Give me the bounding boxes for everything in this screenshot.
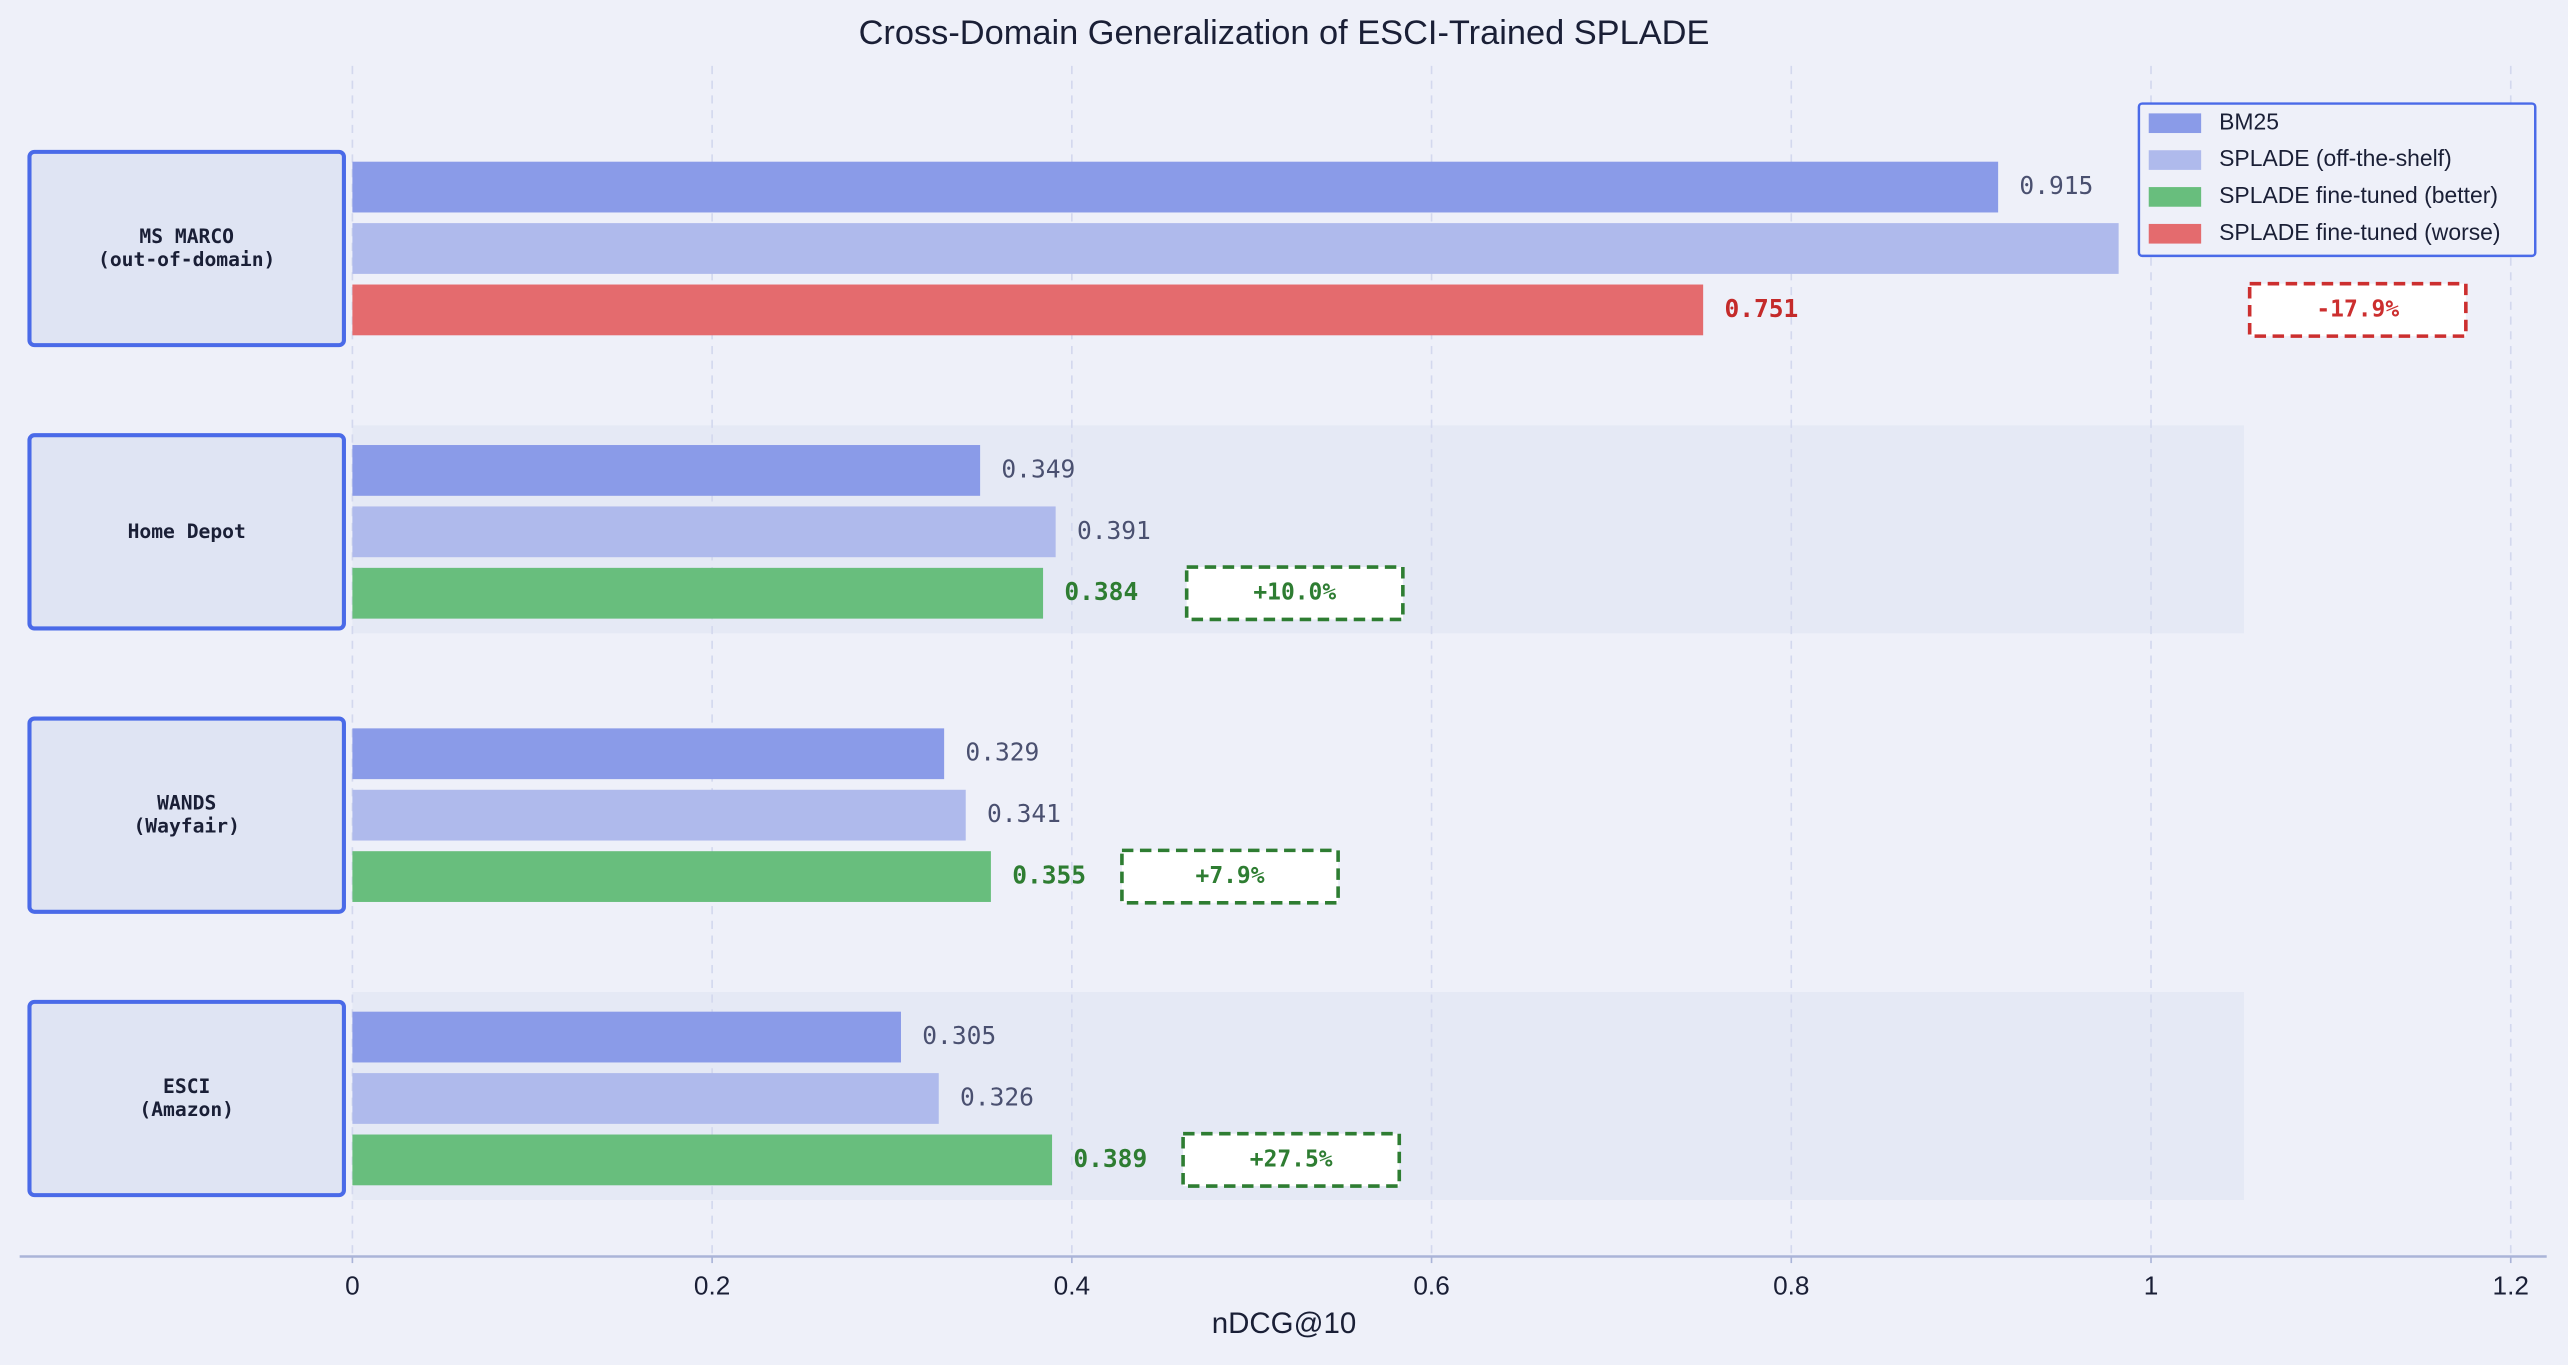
x-tick-label: 1.2 (2493, 1271, 2529, 1301)
bar (352, 728, 945, 780)
category-label: Home Depot (128, 519, 246, 542)
bar (352, 284, 1704, 336)
annotation-box (2247, 281, 2468, 338)
x-tick-label: 0.6 (1413, 1271, 1449, 1301)
legend-label: SPLADE fine-tuned (better) (2219, 182, 2498, 208)
legend-swatch (2148, 113, 2202, 134)
bar (352, 567, 1044, 619)
value-label: 0.305 (922, 1021, 996, 1050)
bar (352, 851, 991, 902)
value-label: 0.915 (2019, 171, 2093, 200)
bar (352, 1011, 901, 1063)
annotation-box (1184, 565, 1405, 622)
category-label: ESCI (Amazon) (139, 1075, 234, 1121)
legend-box (2137, 102, 2537, 258)
value-label: 0.355 (1012, 861, 1086, 890)
bar (352, 1073, 939, 1124)
annotation: +7.9% (1196, 863, 1265, 889)
bar (352, 789, 966, 841)
annotation-box (1120, 848, 1340, 905)
legend-label: SPLADE fine-tuned (worse) (2219, 219, 2500, 245)
x-axis-label: nDCG@10 (1212, 1307, 1357, 1340)
annotation: +27.5% (1250, 1146, 1333, 1172)
legend-label: SPLADE (off-the-shelf) (2219, 145, 2452, 171)
value-label: 0.329 (965, 738, 1039, 767)
x-tick-label: 0.4 (1054, 1271, 1090, 1301)
value-label: 0.751 (1724, 294, 1798, 323)
category-label: WANDS (Wayfair) (133, 791, 239, 837)
category-box (27, 716, 346, 914)
bar (352, 445, 981, 496)
bar (352, 161, 1999, 213)
category-box (27, 433, 346, 631)
chart-title: Cross-Domain Generalization of ESCI-Trai… (859, 14, 1710, 52)
annotation-box (1181, 1131, 1402, 1188)
value-label: 0.384 (1064, 577, 1138, 606)
value-label: 0.389 (1073, 1144, 1147, 1173)
value-label: 0.341 (987, 799, 1061, 828)
bar (352, 1134, 1053, 1186)
bar (352, 506, 1056, 558)
category-box (27, 149, 346, 348)
x-tick-label: 0.2 (694, 1271, 730, 1301)
value-label: 0.326 (960, 1082, 1034, 1111)
legend-swatch (2148, 187, 2202, 207)
value-label: 0.391 (1077, 516, 1151, 545)
bar (352, 223, 2119, 274)
legend-swatch (2148, 150, 2202, 170)
legend-label: BM25 (2219, 108, 2279, 134)
annotation: +10.0% (1253, 580, 1336, 606)
legend-swatch (2148, 223, 2202, 244)
x-tick-label: 0.8 (1773, 1271, 1809, 1301)
x-tick-label: 1 (2144, 1271, 2159, 1301)
x-tick-label: 0 (345, 1271, 360, 1301)
annotation: -17.9% (2316, 296, 2399, 322)
category-label: MS MARCO (out-of-domain) (98, 225, 275, 271)
category-box (27, 999, 346, 1198)
value-label: 0.349 (1001, 454, 1075, 483)
